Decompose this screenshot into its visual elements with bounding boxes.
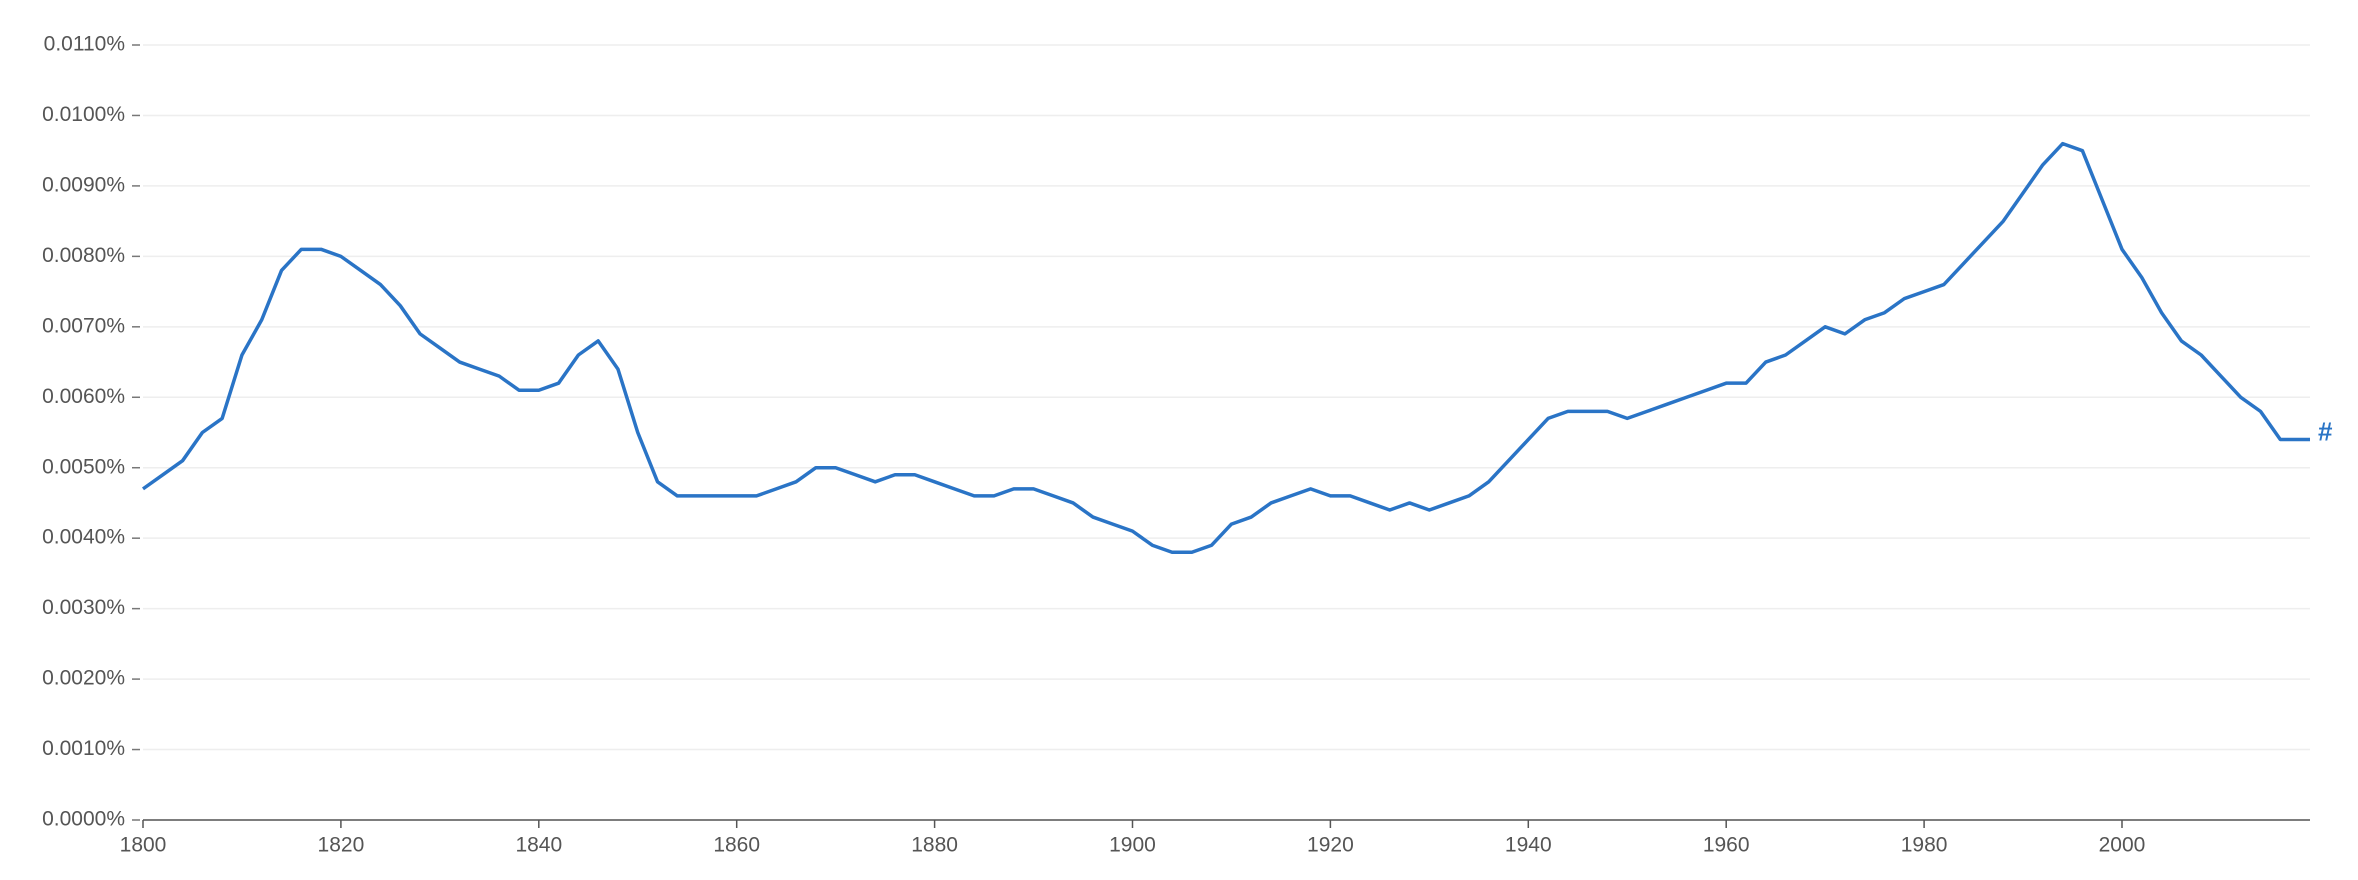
x-tick-label: 1880 xyxy=(911,834,958,857)
y-tick-label: 0.0060% xyxy=(42,385,125,408)
x-tick-label: 1840 xyxy=(515,834,562,857)
x-tick-label: 1980 xyxy=(1901,834,1948,857)
x-tick-label: 1800 xyxy=(120,834,167,857)
series-label: # xyxy=(2318,416,2333,446)
y-tick-label: 0.0080% xyxy=(42,244,125,267)
y-tick-label: 0.0040% xyxy=(42,526,125,549)
y-tick-label: 0.0010% xyxy=(42,737,125,760)
x-tick-label: 1920 xyxy=(1307,834,1354,857)
x-tick-label: 1940 xyxy=(1505,834,1552,857)
y-tick-label: 0.0050% xyxy=(42,455,125,478)
y-tick-label: 0.0070% xyxy=(42,314,125,337)
x-tick-label: 1900 xyxy=(1109,834,1156,857)
x-tick-label: 1820 xyxy=(318,834,365,857)
y-tick-label: 0.0030% xyxy=(42,596,125,619)
y-tick-label: 0.0100% xyxy=(42,103,125,126)
y-tick-label: 0.0000% xyxy=(42,808,125,831)
y-tick-label: 0.0110% xyxy=(44,33,125,56)
series-line xyxy=(141,141,2310,555)
y-tick-label: 0.0090% xyxy=(42,173,125,196)
y-tick-label: 0.0020% xyxy=(42,667,125,690)
x-tick-label: 1860 xyxy=(713,834,760,857)
x-tick-label: 1960 xyxy=(1703,834,1750,857)
x-tick-label: 2000 xyxy=(2099,834,2146,857)
